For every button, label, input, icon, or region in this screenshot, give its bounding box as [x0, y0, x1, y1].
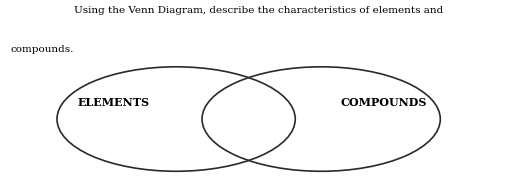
Text: COMPOUNDS: COMPOUNDS	[340, 97, 426, 108]
Text: Using the Venn Diagram, describe the characteristics of elements and: Using the Venn Diagram, describe the cha…	[75, 6, 443, 15]
Text: compounds.: compounds.	[10, 45, 74, 54]
Text: ELEMENTS: ELEMENTS	[78, 97, 150, 108]
